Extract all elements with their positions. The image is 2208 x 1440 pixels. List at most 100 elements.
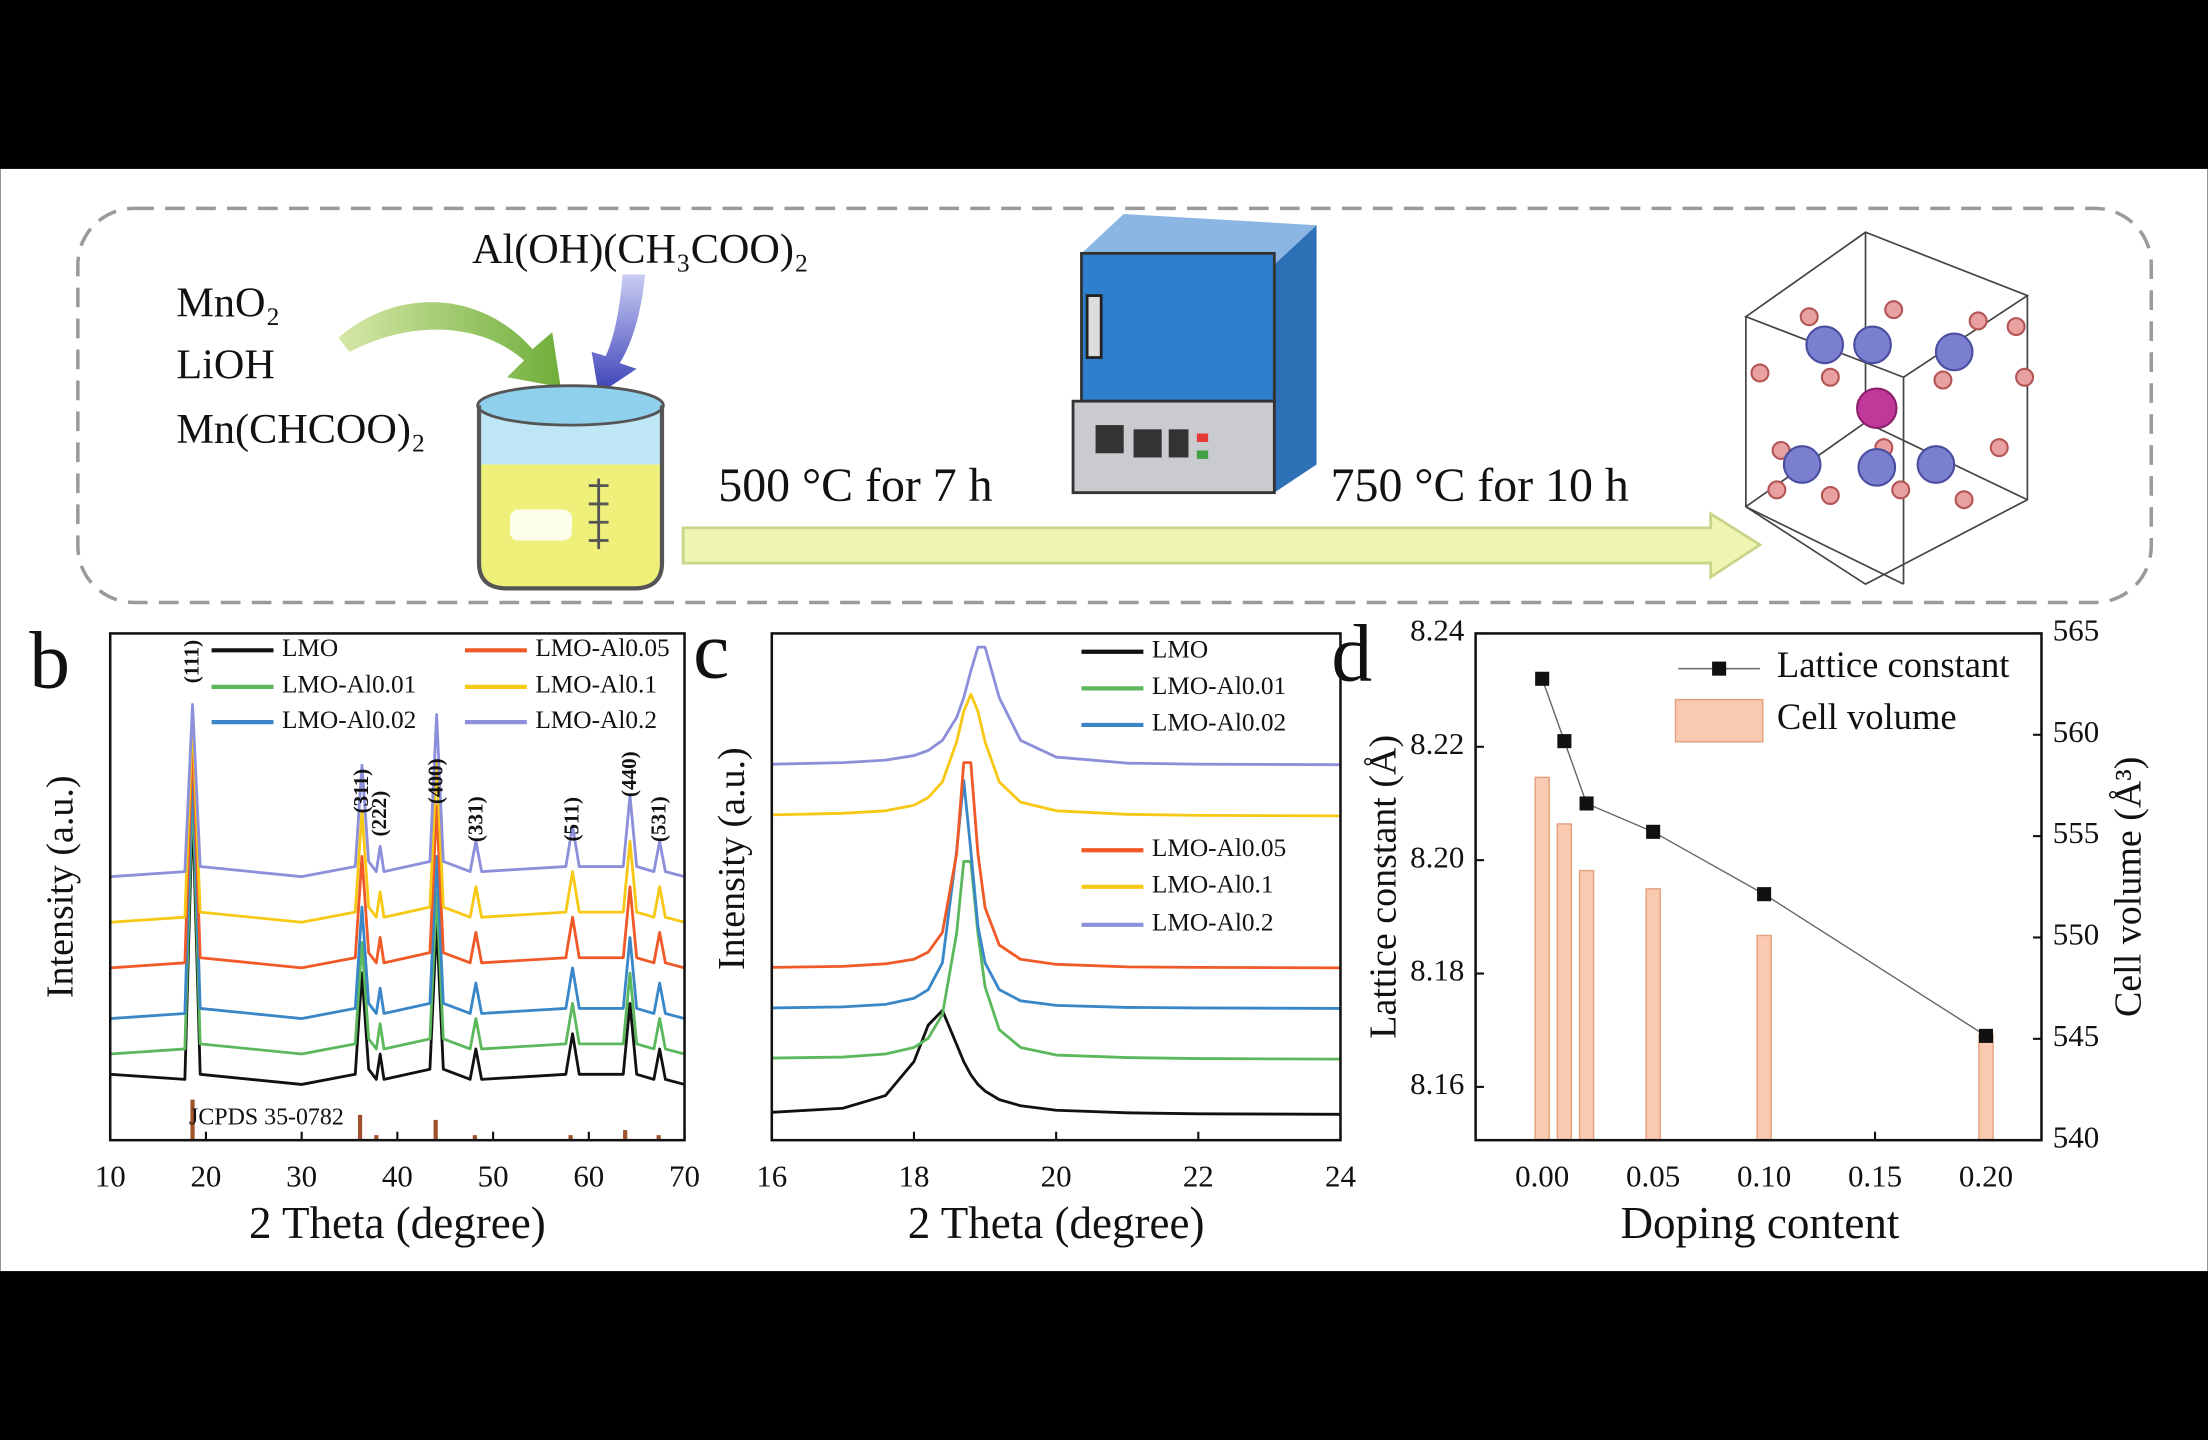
peak-label: (400): [423, 758, 447, 804]
legend-label: Cell volume: [1777, 696, 1957, 737]
x-tick-label: 70: [669, 1159, 700, 1194]
bar: [1578, 869, 1595, 1141]
furnace-light: [1196, 450, 1209, 459]
reference-label: JCPDS 35-0782: [189, 1105, 344, 1131]
peak-label: (311): [349, 769, 373, 814]
y-axis-label: Intensity (a.u.): [711, 747, 753, 970]
y-tick-label: 8.24: [1410, 613, 1464, 648]
y2-tick-label: 565: [2053, 613, 2099, 648]
y-axis-label: Lattice constant (Å): [1363, 735, 1405, 1039]
peak-label: (531): [646, 796, 670, 842]
beaker-glare: [509, 509, 572, 541]
step-label: 500 °C for 7 h: [718, 459, 992, 512]
series-line: [1541, 678, 1987, 1037]
legend-swatch: [1712, 661, 1727, 676]
shape: [1933, 370, 1953, 390]
x-tick-label: 40: [382, 1159, 413, 1194]
x-tick-label: 0.15: [1848, 1159, 1902, 1194]
shape: [1968, 311, 1988, 331]
series-line: [771, 761, 1341, 970]
reagent: Mn(CHCOO)₂: [176, 406, 425, 453]
furnace: [1071, 213, 1317, 495]
legend-label: LMO-Al0.05: [535, 634, 669, 662]
peak-label: (111): [179, 640, 203, 683]
peak-label: (440): [617, 751, 641, 797]
shape: [1820, 367, 1840, 387]
legend-label: LMO: [1152, 636, 1208, 664]
panel-label: b: [29, 614, 70, 705]
y2-axis-label: Cell volume (Å³): [2107, 757, 2149, 1017]
bar: [1534, 776, 1550, 1141]
blue-arrow: [591, 274, 646, 395]
x-tick-label: 16: [756, 1159, 787, 1194]
shape: [1853, 325, 1892, 365]
bar: [1556, 823, 1573, 1141]
beaker-outline: [476, 405, 665, 591]
y-tick-label: 8.16: [1410, 1066, 1464, 1101]
marker: [1978, 1028, 1994, 1043]
furnace-top: [1081, 213, 1317, 265]
marker: [1757, 887, 1772, 902]
legend-label: LMO-Al0.01: [282, 671, 416, 699]
shape: [1767, 480, 1787, 500]
x-tick-label: 0.05: [1626, 1159, 1680, 1194]
reagent: MnO₂: [176, 280, 280, 327]
shape: [2015, 367, 2035, 387]
series-line: [771, 645, 1341, 767]
x-tick-label: 50: [478, 1159, 509, 1194]
process-arrow: [681, 511, 1763, 580]
series-line: [771, 692, 1341, 818]
legend-label: LMO-Al0.02: [1152, 709, 1286, 737]
furnace-side: [1274, 225, 1317, 493]
legend-label: LMO-Al0.1: [535, 671, 657, 699]
green-arrow: [338, 302, 561, 388]
series-line: [110, 784, 685, 1056]
x-tick-label: 0.20: [1959, 1159, 2013, 1194]
beaker-rim: [476, 384, 665, 427]
x-tick-label: 24: [1325, 1159, 1356, 1194]
marker: [1535, 671, 1550, 686]
x-tick-label: 18: [898, 1159, 929, 1194]
x-axis-label: 2 Theta (degree): [249, 1198, 546, 1248]
oxygen-atoms: [1750, 300, 2035, 510]
marker: [1579, 796, 1594, 811]
y2-tick-label: 560: [2053, 714, 2099, 749]
y2-tick-label: 540: [2053, 1119, 2099, 1154]
y2-tick-label: 555: [2053, 815, 2099, 850]
furnace-light: [1196, 433, 1209, 442]
shape: [2006, 317, 2026, 337]
series-line: [771, 778, 1341, 1010]
beaker: [476, 384, 665, 591]
x-tick-label: 22: [1183, 1159, 1214, 1194]
legend-label: LMO: [282, 634, 338, 662]
shape: [1782, 445, 1822, 484]
y2-tick-label: 545: [2053, 1018, 2099, 1053]
panel-label: d: [1331, 607, 1372, 698]
scheme: MnO₂ LiOH Mn(CHCOO)₂ Al(OH)(CH₃COO)₂: [76, 206, 2154, 605]
y2-tick-label: 550: [2053, 917, 2099, 952]
bar: [1978, 1034, 1994, 1141]
furnace-handle: [1085, 294, 1103, 359]
furnace-display: [1133, 429, 1162, 458]
shape: [1884, 300, 1904, 320]
plot-frame: [1474, 632, 2043, 1142]
x-tick-label: 0.10: [1737, 1159, 1791, 1194]
legend-label: LMO-Al0.01: [1152, 672, 1286, 700]
x-tick-label: 20: [190, 1159, 221, 1194]
panel-label: c: [693, 605, 729, 696]
shape: [1750, 363, 1770, 383]
shape: [1891, 480, 1911, 500]
x-tick-label: 30: [286, 1159, 317, 1194]
shape: [1805, 325, 1845, 365]
y-tick-label: 8.18: [1410, 953, 1464, 988]
series-line: [110, 804, 685, 1086]
series-line: [110, 713, 685, 924]
marker: [1557, 734, 1572, 749]
plot-frame: [770, 632, 1342, 1142]
x-tick-label: 10: [95, 1159, 126, 1194]
plot-frame: [108, 632, 686, 1142]
peak-label: (331): [464, 796, 488, 842]
crystal-structure: [1744, 231, 2035, 586]
